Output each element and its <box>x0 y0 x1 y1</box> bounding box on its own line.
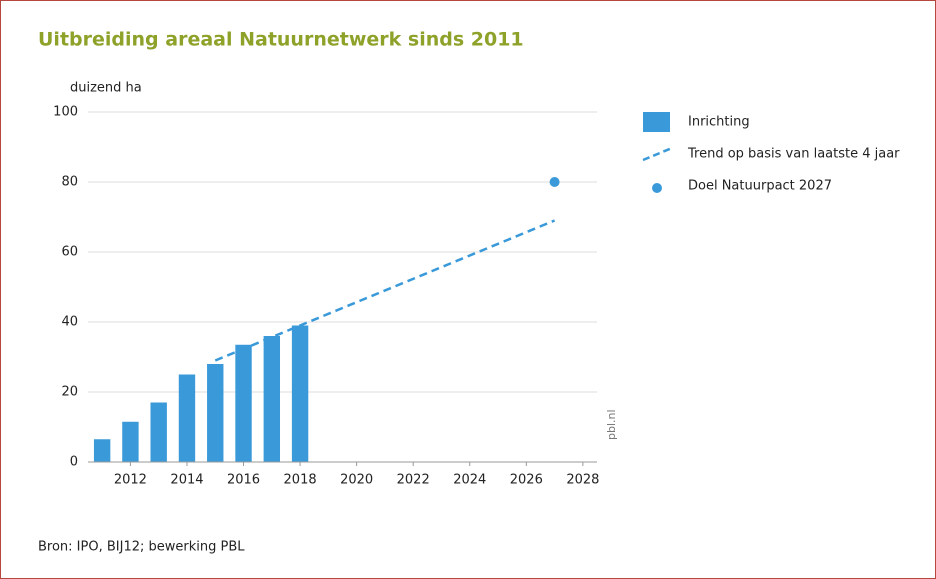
x-tick-label: 2024 <box>453 473 486 488</box>
x-tick-label: 2028 <box>566 473 599 488</box>
y-tick-label: 0 <box>70 455 78 470</box>
bar <box>178 374 196 462</box>
x-tick-label: 2022 <box>397 473 430 488</box>
y-tick-label: 40 <box>61 315 78 330</box>
bar <box>291 325 309 462</box>
bar <box>235 344 252 462</box>
legend-label: Doel Natuurpact 2027 <box>688 179 832 194</box>
bar <box>93 439 111 462</box>
bar <box>150 402 167 462</box>
legend-label: Inrichting <box>688 115 750 130</box>
source: Bron: IPO, BIJ12; bewerking PBL <box>38 540 245 555</box>
bar <box>207 364 224 462</box>
y-tick-label: 80 <box>61 175 78 190</box>
legend-swatch <box>652 183 662 193</box>
y-tick-label: 60 <box>61 245 78 260</box>
watermark: pbl.nl <box>605 409 618 440</box>
y-tick-label: 20 <box>61 385 78 400</box>
y-axis-label: duizend ha <box>70 81 142 96</box>
legend-label: Trend op basis van laatste 4 jaar <box>687 147 900 162</box>
y-tick-label: 100 <box>53 105 78 120</box>
point <box>549 177 560 187</box>
bar <box>263 336 281 462</box>
x-tick-label: 2020 <box>340 473 373 488</box>
legend-swatch <box>643 112 670 132</box>
legend-swatch <box>642 146 673 162</box>
chart-title: Uitbreiding areaal Natuurnetwerk sinds 2… <box>38 29 524 51</box>
x-tick-label: 2014 <box>170 473 203 488</box>
bar <box>122 421 139 462</box>
x-tick-label: 2018 <box>284 473 317 488</box>
x-tick-label: 2012 <box>114 473 147 488</box>
trend-line <box>214 219 556 362</box>
x-tick-label: 2026 <box>510 473 543 488</box>
x-tick-label: 2016 <box>227 473 260 488</box>
